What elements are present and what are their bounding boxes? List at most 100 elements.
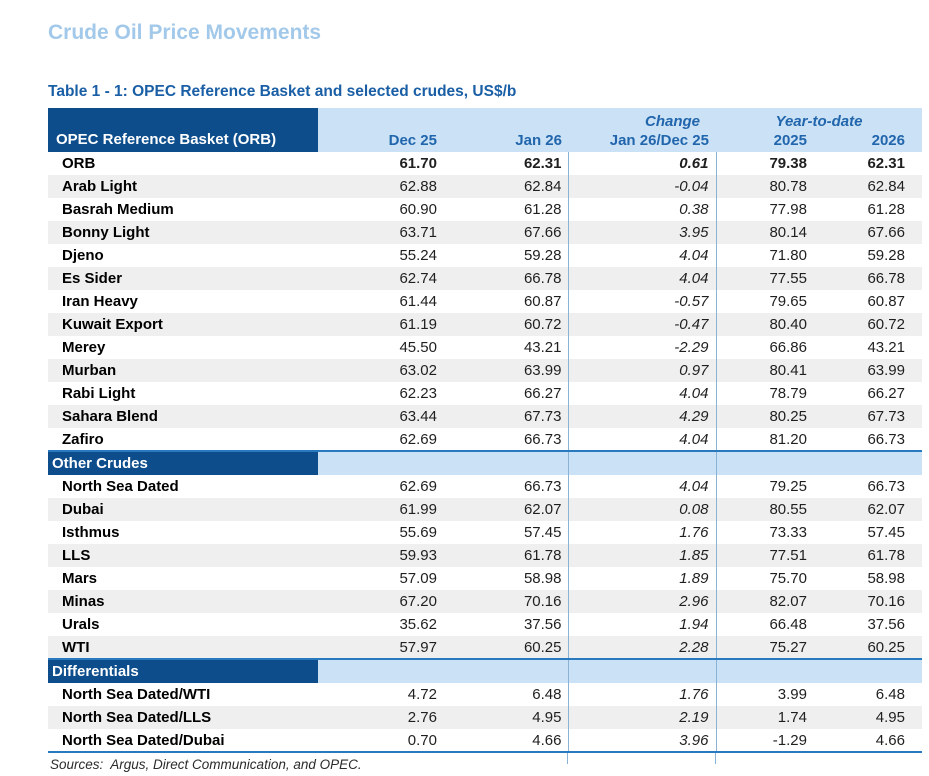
corner-label: OPEC Reference Basket (ORB) <box>48 108 318 152</box>
table-row: Dubai 61.99 62.07 0.08 80.55 62.07 <box>48 498 922 521</box>
value-y2025: 80.14 <box>716 221 812 244</box>
col-header-dec25: Dec 25 <box>318 130 445 152</box>
crude-name: Sahara Blend <box>48 405 318 428</box>
value-y2026: 61.78 <box>812 544 922 567</box>
orb-price-table: OPEC Reference Basket (ORB) Change Year-… <box>48 108 922 753</box>
value-jan26: 62.84 <box>445 175 569 198</box>
value-jan26: 37.56 <box>445 613 569 636</box>
value-dec25: 35.62 <box>399 616 437 633</box>
section-fill-cell <box>812 658 922 683</box>
crude-name: Rabi Light <box>62 385 136 402</box>
value-jan26: 67.73 <box>445 405 569 428</box>
value-y2026: 61.28 <box>867 201 905 218</box>
value-change: -0.57 <box>568 290 717 313</box>
value-y2025: 80.41 <box>716 359 812 382</box>
value-jan26: 59.28 <box>445 244 569 267</box>
value-y2026: 6.48 <box>875 686 905 703</box>
value-jan26: 63.99 <box>445 359 569 382</box>
value-y2025: 66.48 <box>769 616 807 633</box>
crude-name: North Sea Dated/WTI <box>62 686 211 703</box>
value-y2026: 60.87 <box>867 293 905 310</box>
crude-name: Minas <box>48 590 318 613</box>
value-change: 0.08 <box>568 498 717 521</box>
value-y2026: 4.66 <box>875 731 905 749</box>
value-dec25: 63.71 <box>318 221 445 244</box>
table-row: Merey 45.50 43.21 -2.29 66.86 43.21 <box>48 336 922 359</box>
table-row: Kuwait Export 61.19 60.72 -0.47 80.40 60.72 <box>48 313 922 336</box>
crude-name: Murban <box>48 359 318 382</box>
value-change: 0.38 <box>568 198 717 221</box>
value-y2026: 60.25 <box>812 636 922 659</box>
value-jan26: 62.31 <box>445 152 569 175</box>
table-row: ORB 61.70 62.31 0.61 79.38 62.31 <box>48 152 922 175</box>
value-y2026: 37.56 <box>867 616 905 633</box>
value-change: 1.94 <box>568 613 717 636</box>
value-y2026: 4.95 <box>812 706 922 729</box>
table-row: Es Sider 62.74 66.78 4.04 77.55 66.78 <box>48 267 922 290</box>
crude-name: North Sea Dated <box>62 478 179 495</box>
value-dec25: 61.19 <box>318 313 445 336</box>
table-row: Iran Heavy 61.44 60.87 -0.57 79.65 60.87 <box>48 290 922 313</box>
page-title: Crude Oil Price Movements <box>48 21 322 44</box>
col-header-2026: 2026 <box>812 130 922 152</box>
table-body: ORB 61.70 62.31 0.61 79.38 62.31 Arab Light 62.… <box>48 152 922 752</box>
value-y2025: -1.29 <box>772 731 807 749</box>
section-fill-cell <box>445 658 569 683</box>
value-dec25: 62.23 <box>399 385 437 402</box>
column-header-row: Dec 25 Jan 26 Jan 26/Dec 25 2025 2026 <box>48 130 922 152</box>
table-row: Arab Light 62.88 62.84 -0.04 80.78 62.84 <box>48 175 922 198</box>
table-row: North Sea Dated/WTI 4.72 6.48 1.76 3.99 6.48 <box>48 683 922 706</box>
grid-line-extension <box>715 753 716 764</box>
section-fill-cell <box>568 658 717 683</box>
crude-name: Dubai <box>48 498 318 521</box>
value-change: 4.04 <box>568 244 717 267</box>
value-jan26: 70.16 <box>445 590 569 613</box>
table-row: Mars 57.09 58.98 1.89 75.70 58.98 <box>48 567 922 590</box>
value-y2025: 77.98 <box>769 201 807 218</box>
value-jan26: 4.95 <box>445 706 569 729</box>
header-spacer <box>318 108 445 130</box>
table-header: OPEC Reference Basket (ORB) Change Year-… <box>48 108 922 152</box>
value-jan26: 61.28 <box>445 198 569 221</box>
table-row: WTI 57.97 60.25 2.28 75.27 60.25 <box>48 636 922 659</box>
crude-name: Zafiro <box>62 430 104 448</box>
section-fill-cell <box>812 450 922 475</box>
col-header-change: Jan 26/Dec 25 <box>568 130 716 152</box>
value-change: -0.47 <box>568 313 717 336</box>
crude-name: WTI <box>48 636 318 659</box>
value-dec25: 57.97 <box>318 636 445 659</box>
value-y2025: 82.07 <box>716 590 812 613</box>
col-header-jan26: Jan 26 <box>445 130 568 152</box>
section-title: Other Crudes <box>48 450 318 475</box>
value-y2025: 77.55 <box>716 267 812 290</box>
grid-line-extension <box>567 753 568 764</box>
crude-name: Bonny Light <box>48 221 318 244</box>
table-row: Rabi Light 62.23 66.27 4.04 78.79 66.27 <box>48 382 922 405</box>
value-change: 1.76 <box>568 521 717 544</box>
value-y2026: 66.78 <box>812 267 922 290</box>
value-dec25: 0.70 <box>407 731 437 749</box>
crude-name: North Sea Dated/LLS <box>48 706 318 729</box>
value-y2026: 58.98 <box>867 570 905 587</box>
value-jan26: 60.25 <box>445 636 569 659</box>
value-jan26: 60.87 <box>445 290 569 313</box>
value-change: 2.28 <box>568 636 717 659</box>
value-change: 0.61 <box>568 152 717 175</box>
value-jan26: 67.66 <box>445 221 569 244</box>
value-jan26: 60.72 <box>445 313 569 336</box>
value-y2026: 62.07 <box>812 498 922 521</box>
table-row: Murban 63.02 63.99 0.97 80.41 63.99 <box>48 359 922 382</box>
section-header-row: Differentials <box>48 658 922 683</box>
value-y2025: 80.40 <box>716 313 812 336</box>
value-y2026: 57.45 <box>867 524 905 541</box>
table-row: North Sea Dated/LLS 2.76 4.95 2.19 1.74 4.95 <box>48 706 922 729</box>
header-spacer <box>445 108 568 130</box>
group-header-change: Change <box>568 108 716 130</box>
value-dec25: 63.44 <box>318 405 445 428</box>
section-fill-cell <box>318 450 445 475</box>
value-y2025: 80.78 <box>716 175 812 198</box>
value-dec25: 61.44 <box>399 293 437 310</box>
group-header-ytd: Year-to-date <box>716 108 922 130</box>
value-change: -0.04 <box>568 175 717 198</box>
